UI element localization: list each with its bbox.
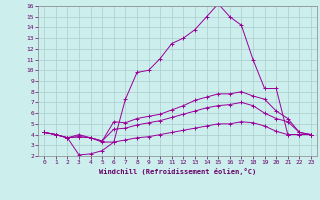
- X-axis label: Windchill (Refroidissement éolien,°C): Windchill (Refroidissement éolien,°C): [99, 168, 256, 175]
